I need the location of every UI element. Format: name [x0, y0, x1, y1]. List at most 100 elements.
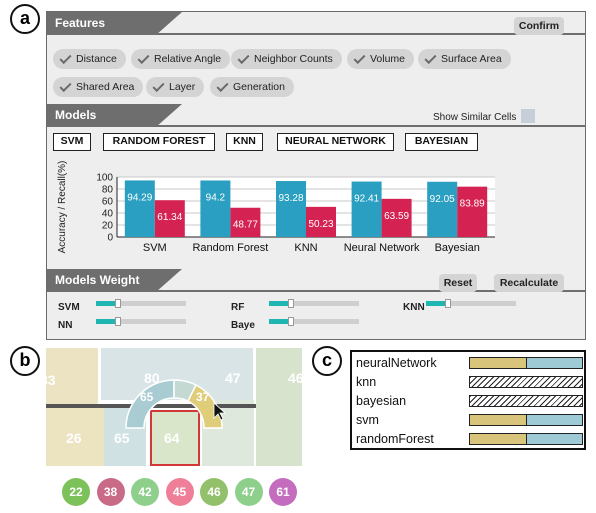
weight-slider-knn[interactable] [426, 299, 516, 308]
radial-arc-blue [125, 379, 175, 429]
bar-neural-network-accuracy [351, 181, 382, 237]
bar-value-label: 48.77 [233, 220, 258, 231]
legend-bar [469, 433, 583, 445]
weight-label-baye: Baye [231, 320, 255, 331]
feature-chip-generation[interactable]: Generation [210, 77, 294, 97]
bar-svm-recall [154, 200, 185, 237]
bar-svm-accuracy [124, 180, 155, 237]
feature-chip-volume[interactable]: Volume [347, 49, 415, 69]
treemap-cell[interactable] [46, 406, 104, 466]
x-category-label: Random Forest [192, 242, 268, 254]
feature-chip-relative-angle[interactable]: Relative Angle [131, 49, 231, 69]
legend-row[interactable]: knn [356, 373, 584, 391]
features-header: Features [47, 12, 182, 35]
slider-handle[interactable] [444, 299, 451, 308]
weights-rule [47, 290, 585, 292]
bar-random-forest-accuracy [200, 180, 231, 237]
y-tick-label: 60 [102, 197, 114, 208]
model-button-knn[interactable]: KNN [226, 133, 263, 151]
bar-neural-network-recall [381, 198, 412, 237]
recalculate-button[interactable]: Recalculate [494, 274, 564, 292]
legend-row[interactable]: svm [356, 411, 584, 429]
models-header: Models [47, 104, 182, 127]
cell-treemap-view: 83 80 47 46 26 65 64 65 37 [46, 348, 302, 466]
radial-menu[interactable] [46, 348, 302, 466]
cluster-circle-46[interactable]: 46 [200, 478, 228, 506]
bar-value-label: 92.05 [430, 194, 455, 205]
radial-label-highlight: 37 [196, 390, 210, 404]
panel-c-badge: c [312, 346, 342, 376]
weight-fill [96, 319, 116, 324]
cluster-circle-61[interactable]: 61 [269, 478, 297, 506]
weights-header: Models Weight [47, 269, 182, 292]
x-category-label: Bayesian [435, 242, 480, 254]
cell-label: 80 [144, 370, 160, 386]
bar-bayesian-accuracy [427, 181, 458, 237]
bar-value-label: 94.2 [206, 192, 226, 203]
bar-segment [526, 434, 582, 444]
models-rule [47, 125, 585, 127]
weight-slider-baye[interactable] [269, 317, 359, 326]
x-category-label: Neural Network [344, 242, 420, 254]
reset-button[interactable]: Reset [439, 274, 477, 292]
control-panel: Features Confirm Distance Relative Angle… [46, 11, 586, 340]
feature-chip-surface-area[interactable]: Surface Area [418, 49, 511, 69]
cursor-icon [213, 402, 227, 421]
legend-label: knn [356, 375, 377, 389]
bar-random-forest-recall [230, 207, 261, 237]
bar-bayesian-recall [457, 186, 488, 237]
weight-label-nn: NN [58, 320, 73, 331]
check-icon [353, 51, 366, 65]
cluster-circle-22[interactable]: 22 [62, 478, 90, 506]
model-button-svm[interactable]: SVM [53, 133, 91, 151]
legend-row[interactable]: neuralNetwork [356, 354, 584, 372]
bar-value-label: 63.59 [384, 211, 409, 222]
model-button-neural-network[interactable]: NEURAL NETWORK [277, 133, 394, 151]
weight-slider-nn[interactable] [96, 317, 186, 326]
bar-segment [470, 415, 526, 425]
feature-chip-neighbor-counts[interactable]: Neighbor Counts [231, 49, 342, 69]
slider-handle[interactable] [287, 317, 294, 326]
weight-slider-rf[interactable] [269, 299, 359, 308]
weight-fill [426, 301, 446, 306]
treemap-cell[interactable] [256, 348, 302, 466]
weight-fill [269, 301, 289, 306]
weight-fill [96, 301, 116, 306]
cell-label: 47 [225, 370, 241, 386]
y-tick-label: 20 [102, 221, 114, 232]
slider-handle[interactable] [114, 299, 121, 308]
legend-bar [469, 414, 583, 426]
legend-bar [469, 376, 583, 388]
feature-chip-distance[interactable]: Distance [53, 49, 126, 69]
treemap-cell-selected[interactable] [150, 410, 200, 466]
y-tick-label: 80 [102, 185, 114, 196]
legend-row[interactable]: bayesian [356, 392, 584, 410]
feature-chip-layer[interactable]: Layer [146, 77, 205, 97]
feature-chip-shared-area[interactable]: Shared Area [53, 77, 144, 97]
cluster-circle-38[interactable]: 38 [96, 478, 125, 506]
weight-slider-svm[interactable] [96, 299, 186, 308]
show-similar-checkbox[interactable] [521, 109, 535, 123]
bar-value-label: 93.28 [278, 193, 303, 204]
y-axis-label: Accuracy / Recall(%) [57, 161, 68, 254]
show-similar-label: Show Similar Cells [433, 112, 517, 123]
legend-label: bayesian [356, 394, 407, 408]
y-tick-label: 100 [96, 173, 113, 184]
legend-row[interactable]: randomForest [356, 430, 584, 448]
radial-arc-yellow [187, 383, 223, 429]
cluster-circle-45[interactable]: 45 [165, 478, 194, 506]
slider-handle[interactable] [114, 317, 121, 326]
model-button-bayesian[interactable]: BAYESIAN [405, 133, 478, 151]
model-comparison-legend: neuralNetwork knn bayesian svm randomFor… [350, 350, 586, 450]
cluster-circle-47[interactable]: 47 [234, 478, 263, 506]
weight-label-svm: SVM [58, 302, 80, 313]
cell-label: 46 [288, 370, 302, 386]
slider-handle[interactable] [287, 299, 294, 308]
check-icon [152, 79, 165, 93]
cell-label: 83 [46, 372, 56, 388]
confirm-button[interactable]: Confirm [514, 17, 564, 35]
legend-bar [469, 395, 583, 407]
cluster-circle-42[interactable]: 42 [131, 478, 159, 506]
model-button-random-forest[interactable]: RANDOM FOREST [103, 133, 215, 151]
